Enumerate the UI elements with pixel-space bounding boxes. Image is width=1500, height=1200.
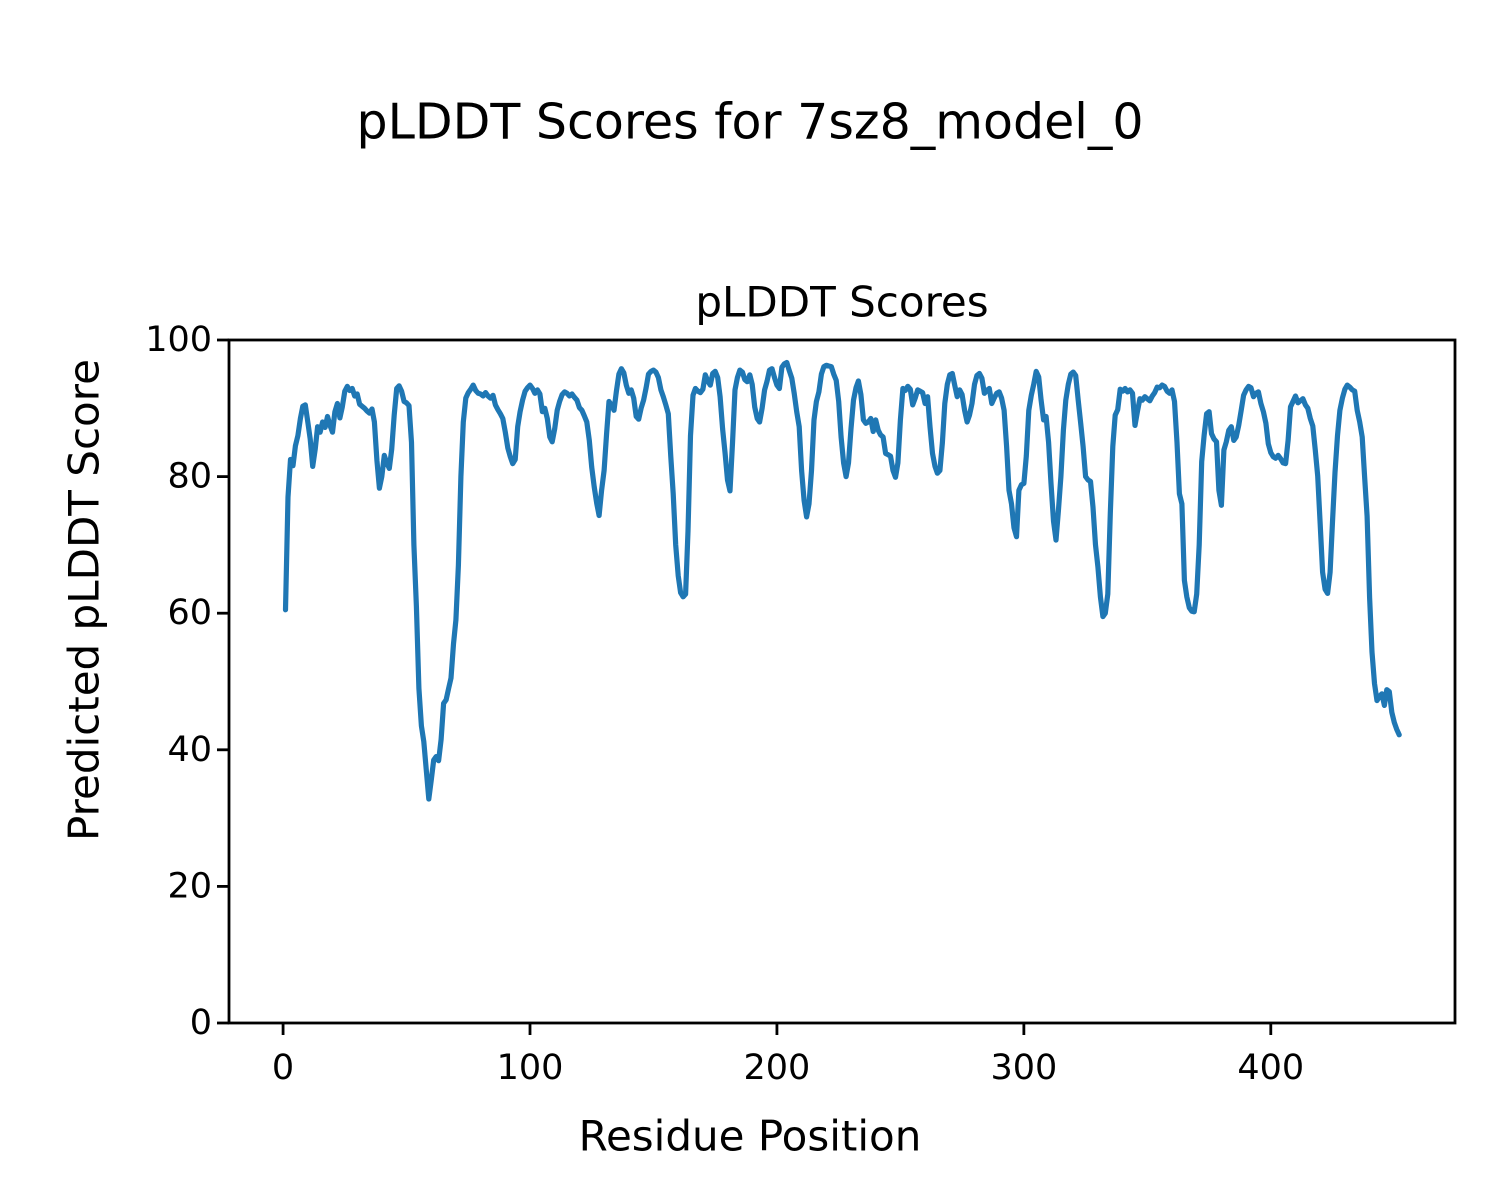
x-tick-label: 300 <box>990 1048 1057 1088</box>
plddt-line <box>282 359 1402 802</box>
y-tick-label: 40 <box>167 730 212 770</box>
figure-title: pLDDT Scores for 7sz8_model_0 <box>356 93 1144 151</box>
y-tick-label: 60 <box>167 593 212 633</box>
x-tick-label: 100 <box>497 1048 564 1088</box>
y-tick-label: 80 <box>167 457 212 497</box>
y-tick-label: 100 <box>145 320 212 360</box>
x-axis-label: Residue Position <box>578 1111 922 1161</box>
axes-title: pLDDT Scores <box>695 277 989 327</box>
y-tick-label: 20 <box>167 866 212 906</box>
x-tick-label: 0 <box>272 1048 294 1088</box>
y-tick-label: 0 <box>190 1003 212 1043</box>
x-tick-label: 400 <box>1237 1048 1304 1088</box>
axes-spines <box>227 338 1457 1025</box>
x-tick-label: 200 <box>744 1048 811 1088</box>
